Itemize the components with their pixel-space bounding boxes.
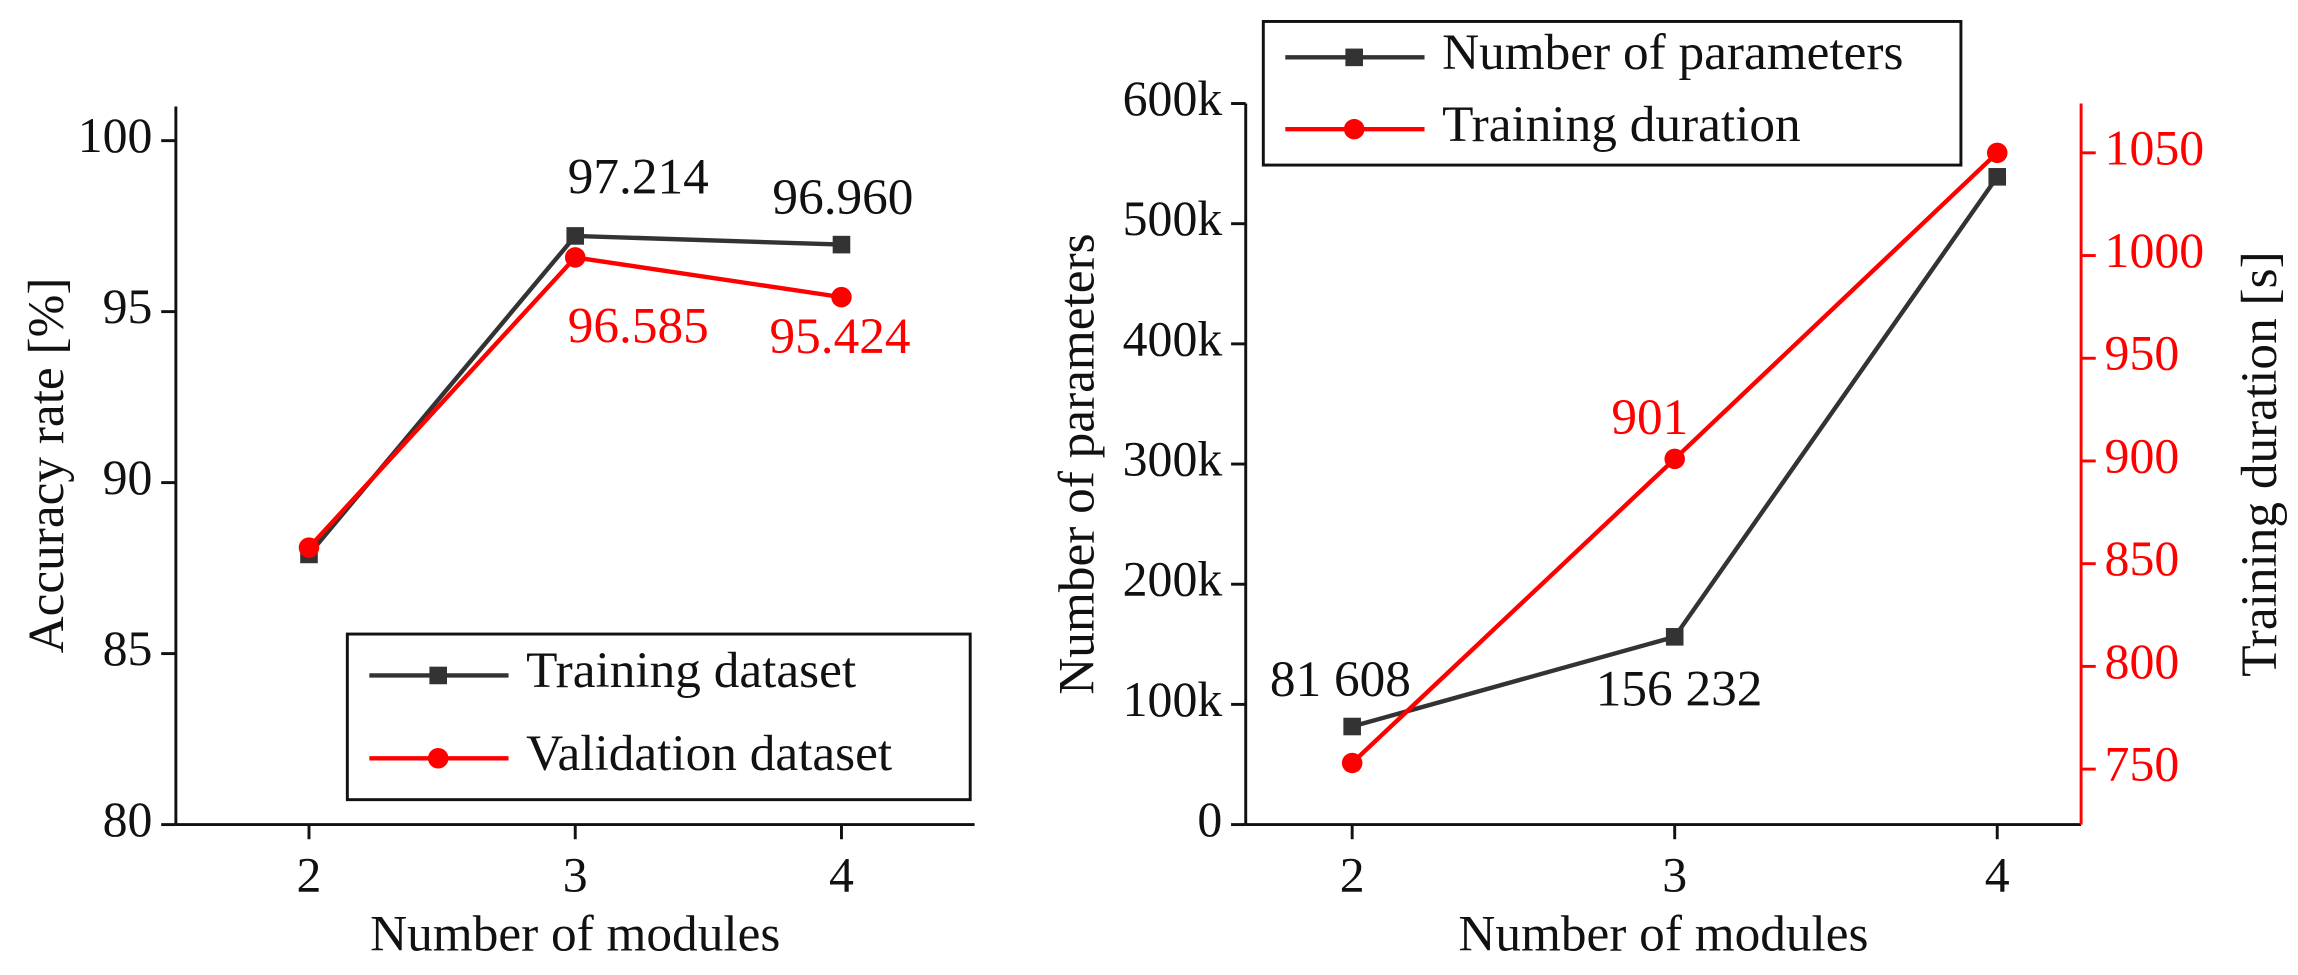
x-tick-label: 4 [829,848,854,903]
legend-marker [1345,48,1363,67]
legend-label: Number of parameters [1442,24,1903,81]
legend-label: Training dataset [526,642,856,699]
x-axis-label: Number of modules [1458,906,1868,963]
x-tick-label: 3 [1662,848,1687,903]
marker [566,227,585,245]
y-tick-label: 500k [1123,191,1223,246]
y-axis-label: Number of parameters [1048,233,1105,694]
data-label: 96.960 [772,169,913,226]
y-tick-label: 600k [1123,71,1223,126]
marker [1343,717,1361,736]
marker [1665,628,1684,646]
y-tick-label: 200k [1123,552,1223,607]
y2-tick-label: 950 [2105,326,2180,381]
marker [1341,752,1363,774]
data-label: 97.214 [568,148,709,205]
legend-marker [1343,118,1365,140]
marker [298,537,320,558]
y-tick-label: 400k [1123,311,1223,366]
y2-tick-label: 1050 [2105,120,2205,175]
y2-tick-label: 900 [2105,428,2180,483]
x-axis-label: Number of modules [370,906,780,963]
marker [832,235,851,254]
x-tick-label: 2 [1340,848,1365,903]
legend-marker [429,666,447,685]
x-tick-label: 4 [1985,848,2010,903]
y-tick-label: 80 [103,792,153,847]
marker [1664,448,1685,470]
y-tick-label: 300k [1123,431,1223,486]
data-label: 81 608 [1270,651,1411,708]
x-tick-label: 2 [297,848,322,903]
y-tick-label: 95 [103,279,153,334]
y-tick-label: 0 [1197,792,1222,847]
legend-box [1261,19,1963,167]
data-label: 95.424 [769,308,910,365]
y-tick-label: 100k [1123,672,1223,727]
legend-label: Validation dataset [526,725,892,782]
y-axis-label: Accuracy rate [%] [18,278,75,654]
marker [564,247,586,268]
y2-tick-label: 800 [2105,634,2180,689]
marker [831,286,852,308]
legend-label: Training duration [1442,96,1801,153]
y2-tick-label: 850 [2105,531,2180,586]
y-tick-label: 90 [103,450,153,505]
y-tick-label: 85 [103,621,153,676]
legend-marker [427,748,449,769]
y-tick-label: 100 [78,108,153,163]
legend-box [345,632,972,802]
marker [1988,168,2007,186]
y2-tick-label: 1000 [2105,223,2205,278]
marker [1986,142,2008,164]
data-label: 96.585 [568,297,709,354]
x-tick-label: 3 [563,848,588,903]
y2-tick-label: 750 [2105,737,2180,792]
data-label: 156 232 [1596,661,1763,718]
y2-axis-label: Training duration [s] [2231,251,2288,676]
data-label: 901 [1611,389,1688,446]
